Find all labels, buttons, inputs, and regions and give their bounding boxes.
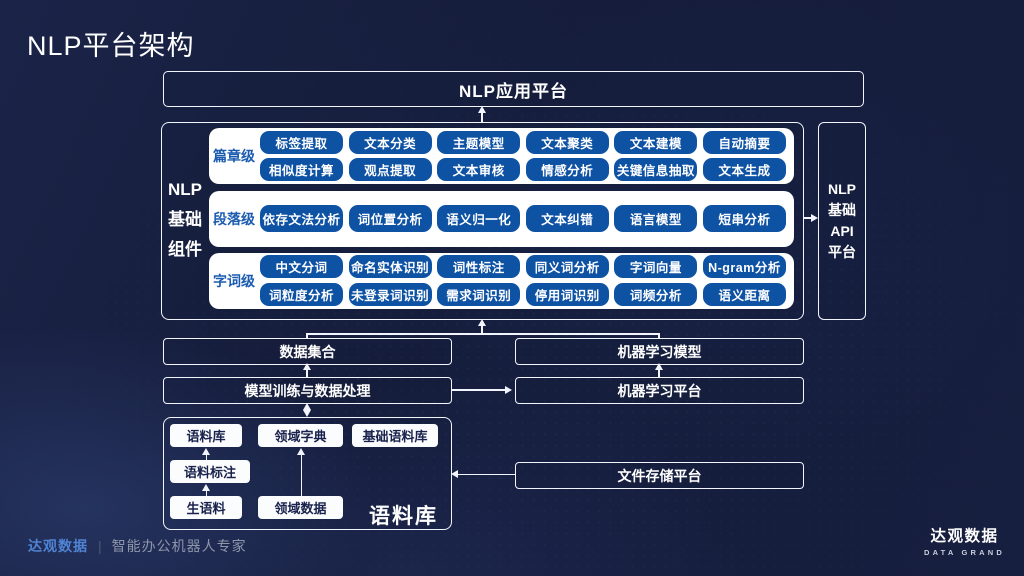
capability-chip: 语义距离 <box>702 282 786 306</box>
capability-chip: 字词向量 <box>614 255 698 279</box>
button-grid: 依存文法分析 词位置分析 语义归一化 文本纠错 语言模型 短串分析 <box>259 200 794 237</box>
group-label: 段落级 <box>213 210 255 227</box>
arrow-left-to-corpus-container <box>451 470 458 478</box>
capability-chip: 词性标注 <box>437 255 521 279</box>
arrow-up-to-corpus-db <box>202 448 210 455</box>
capability-chip: 主题模型 <box>437 130 521 154</box>
footer-brand: 达观数据 <box>28 538 88 554</box>
label-line: 基础 <box>828 202 856 218</box>
arrow-right-to-ml-platform <box>505 386 512 394</box>
capability-chip: 需求词识别 <box>437 282 521 306</box>
arrow-up-to-domain-dict <box>297 448 305 455</box>
arrow-up-to-annotation <box>202 484 210 491</box>
capability-chip: 同义词分析 <box>525 255 609 279</box>
label-line: 平台 <box>828 244 856 260</box>
capability-chip: 文本生成 <box>702 158 786 182</box>
capability-chip: 依存文法分析 <box>260 205 344 232</box>
capability-chip: 自动摘要 <box>702 130 786 154</box>
capability-chip: 文本聚类 <box>525 130 609 154</box>
connector-line <box>306 369 308 377</box>
api-platform-box: NLP 基础 API 平台 <box>818 122 866 320</box>
capability-chip: 文本纠错 <box>525 205 609 232</box>
footer-separator: | <box>98 538 102 554</box>
capability-chip: 文本建模 <box>614 130 698 154</box>
capability-chip: 观点提取 <box>348 158 432 182</box>
brand-logo: 达观数据 DATA GRAND <box>924 524 1005 557</box>
connector-line <box>803 217 813 219</box>
annotation-box: 语料标注 <box>170 460 250 483</box>
capability-chip: 中文分词 <box>260 255 344 279</box>
ml-model-box: 机器学习模型 <box>515 338 804 365</box>
ml-platform-box: 机器学习平台 <box>515 377 804 404</box>
raw-corpus-box: 生语料 <box>170 496 242 519</box>
capability-chip: 词位置分析 <box>348 205 432 232</box>
capability-chip: 未登录词识别 <box>348 282 432 306</box>
capability-chip: 文本分类 <box>348 130 432 154</box>
label-line: 基础 <box>168 210 202 229</box>
brand-logo-cn: 达观数据 <box>930 528 999 545</box>
page-title: NLP平台架构 <box>27 31 195 61</box>
capability-chip: 词频分析 <box>614 282 698 306</box>
group-document-level: 篇章级 标签提取 文本分类 主题模型 文本聚类 文本建模 自动摘要 相似度计算 … <box>209 128 794 184</box>
capability-chip: 词粒度分析 <box>260 282 344 306</box>
app-platform-box: NLP应用平台 <box>163 71 864 107</box>
file-storage-box: 文件存储平台 <box>515 462 804 489</box>
label-line: API <box>830 223 854 239</box>
domain-dict-box: 领域字典 <box>258 424 343 447</box>
label-line: NLP <box>828 181 856 197</box>
capability-chip: 短串分析 <box>702 205 786 232</box>
connector-line <box>481 112 483 122</box>
capability-chip: 文本审核 <box>437 158 521 182</box>
arrow-up-to-app-platform <box>478 106 486 113</box>
connector-line <box>306 407 308 411</box>
capability-chip: 命名实体识别 <box>348 255 432 279</box>
group-label: 字词级 <box>213 272 255 289</box>
capability-chip: 情感分析 <box>525 158 609 182</box>
button-grid: 中文分词 命名实体识别 词性标注 同义词分析 字词向量 N-gram分析 词粒度… <box>259 250 794 311</box>
arrow-up-to-base-components <box>478 319 486 326</box>
capability-chip: 语言模型 <box>614 205 698 232</box>
button-grid: 标签提取 文本分类 主题模型 文本聚类 文本建模 自动摘要 相似度计算 观点提取… <box>259 126 794 187</box>
capability-chip: 标签提取 <box>260 130 344 154</box>
corpus-db-box: 语料库 <box>170 424 242 447</box>
connector-line <box>658 333 660 339</box>
data-collection-box: 数据集合 <box>163 338 452 365</box>
connector-line <box>658 369 660 377</box>
domain-data-box: 领域数据 <box>258 496 343 519</box>
connector-line <box>205 490 207 496</box>
label-line: 组件 <box>168 240 202 259</box>
base-components-label: NLP 基础 组件 <box>161 122 209 318</box>
arrow-up-to-ml-model <box>654 363 663 370</box>
group-paragraph-level: 段落级 依存文法分析 词位置分析 语义归一化 文本纠错 语言模型 短串分析 <box>209 190 794 247</box>
arrow-up-to-training <box>302 403 311 410</box>
label-line: NLP <box>168 180 202 199</box>
corpus-big-label: 语料库 <box>369 505 438 528</box>
capability-chip: 语义归一化 <box>437 205 521 232</box>
capability-chip: 相似度计算 <box>260 158 344 182</box>
group-word-level: 字词级 中文分词 命名实体识别 词性标注 同义词分析 字词向量 N-gram分析… <box>209 250 794 311</box>
connector-line <box>481 325 483 334</box>
footer-tagline: 智能办公机器人专家 <box>111 538 247 554</box>
connector-line <box>306 333 659 335</box>
connector-line <box>300 454 302 496</box>
connector-line <box>452 389 507 391</box>
arrow-up-to-data-collection <box>302 363 311 370</box>
capability-chip: N-gram分析 <box>702 255 786 279</box>
capability-chip: 停用词识别 <box>525 282 609 306</box>
group-label: 篇章级 <box>213 148 255 164</box>
connector-line <box>457 473 515 475</box>
arrow-down-to-corpus <box>302 410 311 417</box>
capability-chip: 关键信息抽取 <box>614 158 698 182</box>
connector-line <box>306 333 308 339</box>
connector-line <box>205 454 207 460</box>
arrow-right-to-api <box>811 214 818 222</box>
base-corpus-box: 基础语料库 <box>352 424 438 447</box>
footer: 达观数据 | 智能办公机器人专家 <box>28 536 247 556</box>
training-box: 模型训练与数据处理 <box>163 377 452 404</box>
brand-logo-en: DATA GRAND <box>923 548 1005 557</box>
